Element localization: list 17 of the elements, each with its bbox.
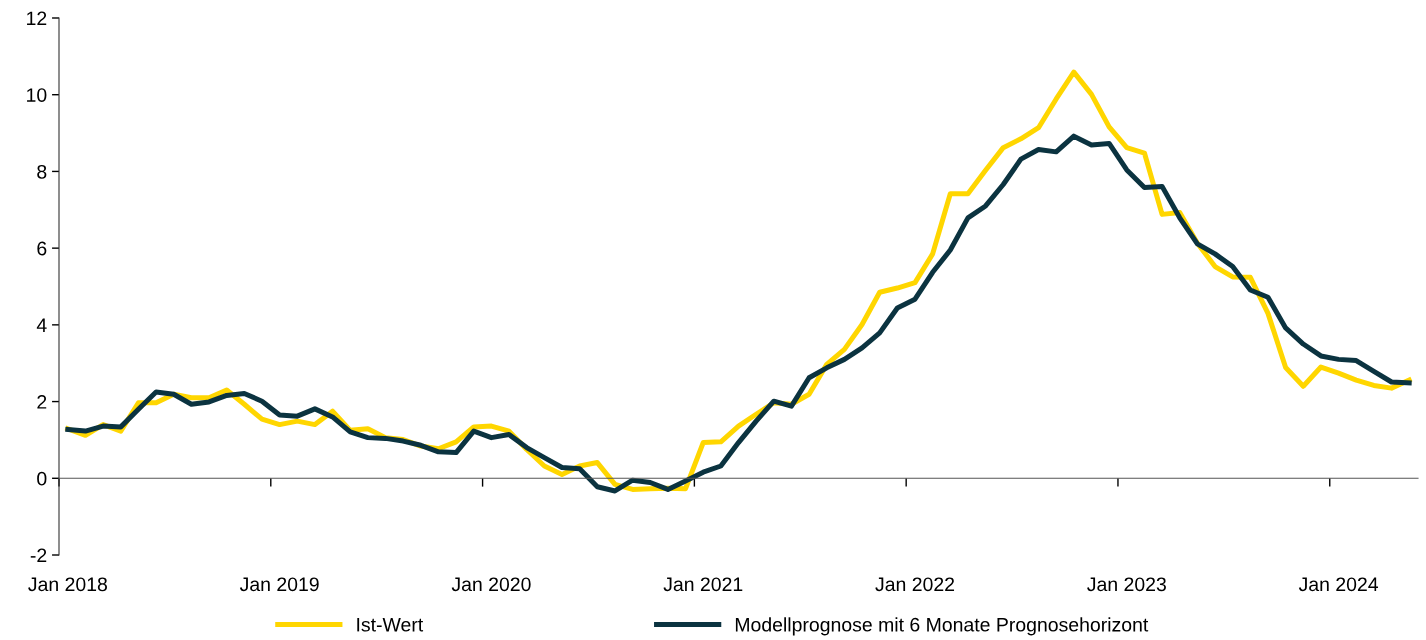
x-tick-label: Jan 2021 [663,577,743,592]
y-tick-label: -2 [30,548,47,563]
y-tick-label: 8 [37,164,47,179]
y-tick-label: 6 [37,241,47,256]
x-tick-label: Jan 2023 [1087,577,1166,592]
y-tick-label: 10 [27,88,47,102]
x-tick-label: Jan 2018 [28,577,107,592]
legend-label: Modellprognose mit 6 Monate Prognosehorizont [735,617,1149,636]
x-tick-label: Jan 2019 [239,577,319,592]
x-tick-label: Jan 2022 [875,577,955,592]
y-tick-label: 2 [37,395,47,409]
legend-label: Ist-Wert [357,618,424,632]
x-tick-label: Jan 2024 [1298,577,1379,592]
x-tick-label: Jan 2020 [451,577,531,592]
y-tick-label: 12 [27,11,47,26]
y-tick-label: 4 [36,318,47,332]
y-tick-label: 0 [37,471,47,486]
